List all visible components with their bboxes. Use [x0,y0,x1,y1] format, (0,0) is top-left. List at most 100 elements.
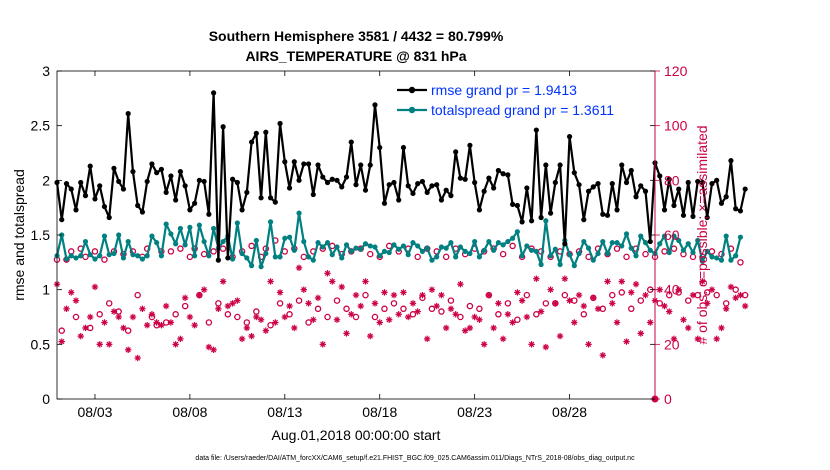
rmse-point [97,183,103,189]
obs-possible-point [609,291,616,299]
obs-assimilated-point [433,302,440,310]
obs-assimilated-point [243,324,251,332]
rmse-point [101,203,108,210]
y-tick-label: 2.5 [31,118,51,134]
rmse-point [619,162,625,168]
obs-assimilated-point [552,300,559,307]
totalspread-point [315,240,321,246]
rmse-point [557,162,563,168]
obs-possible-point [267,321,274,329]
rmse-point [604,212,611,218]
obs-assimilated-point [272,319,279,326]
x-tick-label: 08/08 [172,404,207,420]
totalspread-point [733,253,739,259]
obs-possible-point [514,316,521,323]
obs-assimilated-point [87,313,94,321]
totalspread-point [510,235,516,241]
totalspread-point [82,238,89,245]
totalspread-point [666,249,672,256]
totalspread-point [92,256,98,262]
chart-subtitle: AIRS_TEMPERATURE @ 831 hPa [245,48,466,64]
totalspread-point [690,249,696,256]
obs-assimilated-point [234,297,241,304]
rmse-point [177,168,183,175]
obs-possible-point [205,319,213,326]
legend: rmse grand pr = 1.9413 totalspread grand… [393,76,651,122]
rmse-point [723,194,729,200]
rmse-point [510,201,516,207]
obs-assimilated-point [134,354,141,362]
obs-assimilated-point [585,341,592,348]
obs-possible-point [466,302,474,310]
totalspread-point [505,238,511,245]
x-axis-label: Aug.01,2018 00:00:00 start [272,427,441,443]
totalspread-point [614,240,620,246]
rmse-point [500,171,506,177]
x-tick-label: 08/28 [552,404,587,420]
obs-assimilated-point [452,311,459,318]
totalspread-point [718,257,725,263]
obs-assimilated-point [158,322,165,329]
rmse-point [547,210,554,216]
totalspread-point [168,231,174,237]
rmse-point [396,197,402,203]
totalspread-point [638,233,644,239]
totalspread-point [177,225,183,232]
totalspread-point [500,242,506,248]
obs-possible-point [428,305,436,313]
totalspread-point [358,246,364,252]
obs-assimilated-point [722,305,730,312]
obs-assimilated-point [457,281,464,288]
legend-spread-marker [408,106,416,114]
obs-assimilated-point [352,291,360,299]
rmse-point [116,178,122,185]
rmse-point [737,208,744,214]
rmse-point [320,174,326,180]
rmse-point [486,175,492,181]
obs-assimilated-point [409,300,417,307]
totalspread-point [547,253,554,259]
totalspread-point [571,263,577,269]
rmse-point [562,241,568,247]
totalspread-point [149,233,155,239]
y2-tick-label: 120 [664,63,688,79]
rmse-point [377,144,383,151]
totalspread-point [353,245,359,251]
rmse-point [334,177,340,183]
obs-assimilated-point [343,330,350,337]
totalspread-point [476,254,482,260]
rmse-point [438,197,445,203]
totalspread-point [391,242,397,248]
x-tick-label: 08/03 [77,404,112,420]
rmse-point [495,167,501,174]
totalspread-point [609,240,615,246]
totalspread-point [438,244,445,250]
totalspread-point [519,253,525,259]
rmse-point [529,218,535,224]
chart-title: Southern Hemisphere 3581 / 4432 = 80.799… [209,28,504,44]
totalspread-point [130,252,136,258]
rmse-point [120,186,127,192]
y-tick-label: 3 [42,63,50,79]
rmse-point [63,181,70,187]
obs-assimilated-point [718,324,725,332]
obs-assimilated-point [447,305,455,312]
obs-possible-point [72,313,80,321]
totalspread-point [695,237,701,244]
obs-possible-point [703,289,711,296]
totalspread-point [457,244,464,250]
right-axis-ticks: 0 20 40 60 80 100 120 [655,63,688,407]
rmse-point [182,183,188,189]
rmse-point [519,219,525,225]
totalspread-point [154,240,160,246]
obs-assimilated-point [186,313,194,321]
obs-possible-point [286,311,293,318]
obs-assimilated-point [329,278,336,285]
totalspread-point [68,253,74,259]
obs-possible-point [684,297,692,304]
obs-possible-point [523,291,531,299]
rmse-point [286,185,293,191]
totalspread-point [381,248,388,254]
rmse-point [187,207,193,213]
